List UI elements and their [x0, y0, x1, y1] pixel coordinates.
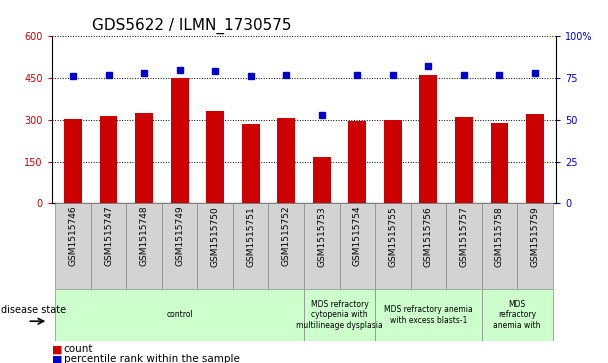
Bar — [55, 203, 91, 289]
Text: count: count — [64, 344, 94, 354]
Text: percentile rank within the sample: percentile rank within the sample — [64, 354, 240, 363]
Bar — [446, 203, 482, 289]
Text: GSM1515749: GSM1515749 — [175, 206, 184, 266]
Text: GSM1515751: GSM1515751 — [246, 206, 255, 266]
Text: GDS5622 / ILMN_1730575: GDS5622 / ILMN_1730575 — [92, 17, 292, 33]
Bar — [375, 289, 482, 341]
Bar — [375, 203, 410, 289]
Bar — [242, 124, 260, 203]
Bar — [135, 113, 153, 203]
Bar — [277, 118, 295, 203]
Text: ■: ■ — [52, 344, 62, 354]
Bar — [162, 203, 198, 289]
Bar — [384, 121, 402, 203]
Text: ■: ■ — [52, 354, 62, 363]
Text: MDS
refractory
anemia with: MDS refractory anemia with — [494, 300, 541, 330]
Bar — [100, 115, 117, 203]
Bar — [64, 119, 82, 203]
Text: GSM1515757: GSM1515757 — [460, 206, 468, 266]
Bar — [55, 289, 304, 341]
Bar — [517, 203, 553, 289]
Bar — [313, 158, 331, 203]
Text: GSM1515747: GSM1515747 — [104, 206, 113, 266]
Text: GSM1515746: GSM1515746 — [69, 206, 77, 266]
Bar — [526, 114, 544, 203]
Text: GSM1515752: GSM1515752 — [282, 206, 291, 266]
Bar — [420, 75, 437, 203]
Bar — [269, 203, 304, 289]
Text: GSM1515748: GSM1515748 — [140, 206, 148, 266]
Text: GSM1515753: GSM1515753 — [317, 206, 326, 266]
Bar — [304, 289, 375, 341]
Bar — [304, 203, 339, 289]
Bar — [455, 117, 473, 203]
Bar — [339, 203, 375, 289]
Text: GSM1515759: GSM1515759 — [531, 206, 539, 266]
Bar — [410, 203, 446, 289]
Text: GSM1515750: GSM1515750 — [210, 206, 219, 266]
Text: GSM1515755: GSM1515755 — [389, 206, 398, 266]
Bar — [126, 203, 162, 289]
Bar — [348, 121, 366, 203]
Bar — [171, 78, 188, 203]
Bar — [198, 203, 233, 289]
Bar — [482, 289, 553, 341]
Text: control: control — [166, 310, 193, 319]
Text: GSM1515756: GSM1515756 — [424, 206, 433, 266]
Bar — [491, 123, 508, 203]
Bar — [482, 203, 517, 289]
Text: disease state: disease state — [1, 305, 66, 315]
Bar — [233, 203, 269, 289]
Bar — [206, 111, 224, 203]
Bar — [91, 203, 126, 289]
Text: MDS refractory anemia
with excess blasts-1: MDS refractory anemia with excess blasts… — [384, 305, 473, 325]
Text: GSM1515758: GSM1515758 — [495, 206, 504, 266]
Text: MDS refractory
cytopenia with
multilineage dysplasia: MDS refractory cytopenia with multilinea… — [296, 300, 383, 330]
Text: GSM1515754: GSM1515754 — [353, 206, 362, 266]
